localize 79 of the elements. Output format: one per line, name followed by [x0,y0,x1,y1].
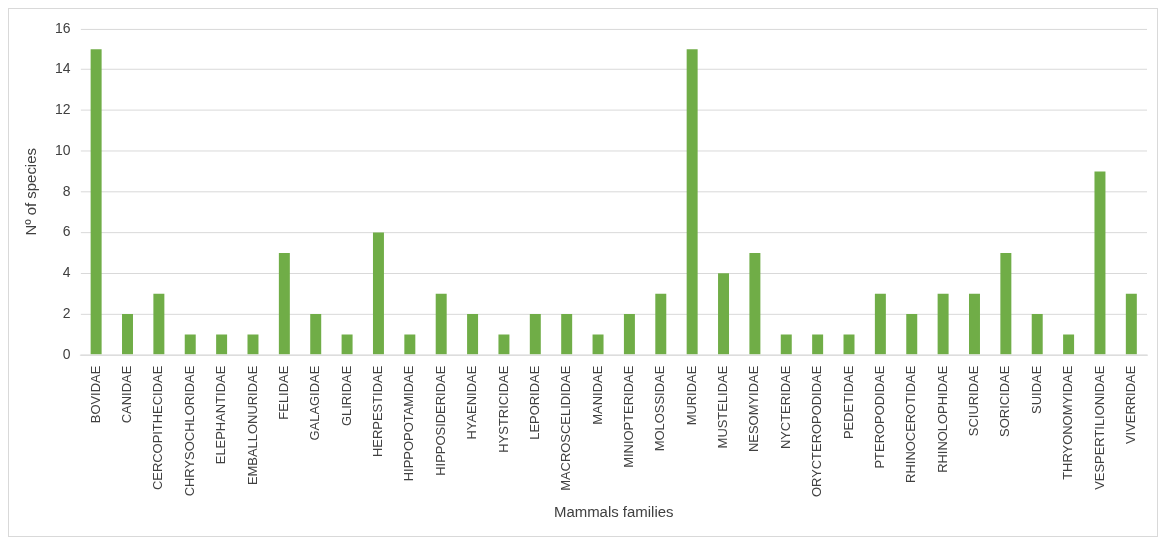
x-tick-label: HIPPOPOTAMIDAE [401,365,417,482]
bar [718,273,730,355]
bar [529,314,541,355]
x-tick-label: FELIDAE [275,365,291,420]
bar [1063,334,1075,355]
y-tick-label: 6 [62,223,71,240]
bar [843,334,855,355]
x-tick-label: HIPPOSIDERIDAE [432,365,448,476]
bar [467,314,479,355]
bar [404,334,416,355]
x-tick-label: PTEROPODIDAE [871,365,887,469]
bar [1094,171,1106,355]
bar [435,293,447,355]
bar [812,334,824,355]
x-tick-label: MOLOSSIDAE [652,365,668,452]
bar [247,334,259,355]
x-tick-label: CERCOPITHECIDAE [150,365,166,491]
bar [216,334,228,355]
x-tick-label: RHINOCEROTIDAE [903,365,919,483]
bar [780,334,792,355]
bar [122,314,133,355]
x-tick-label: CANIDAE [119,365,135,424]
x-tick-label: VIVERRIDAE [1122,365,1138,445]
bar [90,49,102,355]
y-tick-label: 4 [62,264,71,281]
x-tick-label: BOVIDAE [87,365,103,424]
x-tick-label: MACROSCELIDIDAE [558,365,574,491]
x-axis-title: Mammals families [553,503,674,521]
x-tick-label: SUIDAE [1028,365,1044,414]
x-tick-label: GALAGIDAE [307,365,323,441]
bar [937,293,949,355]
y-tick-label: 14 [54,60,71,77]
bar [906,314,918,355]
x-tick-label: EMBALLONURIDAE [244,365,260,486]
bar [686,49,698,355]
bar [561,314,573,355]
y-tick-label: 12 [54,101,71,118]
bar [498,334,510,355]
x-tick-label: HERPESTIDAE [370,365,386,458]
x-tick-label: SCIURIDAE [966,365,982,437]
y-axis-title: Nº of species [22,148,40,236]
x-tick-label: HYSTRICIDAE [495,365,511,453]
bar [153,293,165,355]
bar [310,314,322,355]
x-tick-label: RHINOLOPHIDAE [934,365,950,473]
x-tick-label: GLIRIDAE [338,365,354,427]
y-tick-label: 8 [62,182,71,199]
x-tick-label: VESPERTILIONIDAE [1091,365,1107,490]
x-tick-label: HYAENIDAE [464,365,480,440]
x-tick-label: MANIDAE [589,365,605,425]
bar [1000,252,1012,355]
bar [968,293,980,355]
x-tick-label: MURIDAE [683,365,699,426]
bar [874,293,886,355]
y-tick-label: 10 [54,141,71,158]
x-tick-label: NYCTERIDAE [777,365,793,450]
x-tick-label: MUSTELIDAE [715,365,731,449]
bar [372,232,384,355]
x-tick-label: SORICIDAE [997,365,1013,437]
x-tick-label: ORYCTEROPODIDAE [809,365,825,498]
y-tick-label: 0 [62,345,71,362]
bar [655,293,667,355]
y-tick-label: 2 [62,304,71,321]
x-tick-label: LEPORIDAE [526,365,542,440]
bar [623,314,635,355]
bar [592,334,604,355]
bar [749,252,761,355]
x-tick-label: MINIOPTERIDAE [620,365,636,468]
y-tick-label: 16 [54,19,71,36]
bar [278,252,290,355]
bar [341,334,353,355]
x-tick-label: NESOMYIDAE [746,365,762,452]
x-tick-label: PEDETIDAE [840,365,856,440]
x-tick-label: THRYONOMYIDAE [1060,365,1076,480]
x-tick-label: CHRYSOCHLORIDAE [181,365,197,497]
x-tick-label: ELEPHANTIDAE [213,365,229,465]
bar [1125,293,1137,355]
bar [184,334,196,355]
bar [1031,314,1043,355]
